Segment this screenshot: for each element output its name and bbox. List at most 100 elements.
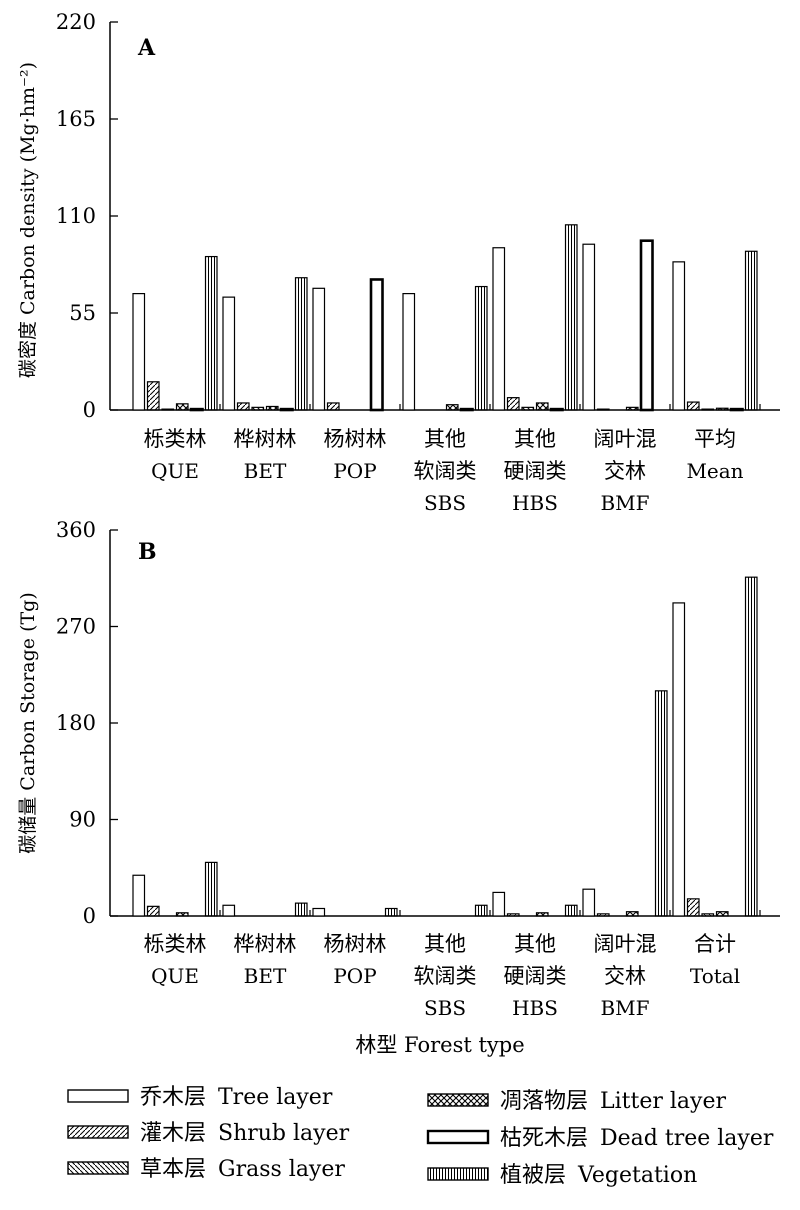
legend-label: 枯死木层	[500, 1126, 588, 1151]
category-label-en: HBS	[512, 491, 558, 515]
x-axis-label: 林型 Forest type	[355, 1033, 524, 1057]
bar-hatch-left	[161, 408, 175, 411]
bar-blank	[132, 293, 146, 411]
bar-hatch-right	[146, 381, 160, 411]
category-label-zh: 交林	[604, 964, 646, 988]
bar-vlines	[384, 907, 398, 917]
y-tick-label: 180	[56, 711, 96, 735]
legend-label-en: Dead tree layer	[600, 1126, 774, 1151]
bar-hatch-right	[596, 408, 610, 411]
legend: 乔木层 Tree layer 灌木层 Shrub layer 草本层 Grass laye…	[67, 1085, 774, 1188]
category-label-en: HBS	[512, 996, 558, 1020]
category-label-en: POP	[333, 964, 376, 988]
category-label-zh: 其他	[424, 427, 466, 451]
bar-hatch-left	[251, 406, 265, 411]
category-label-zh: 其他	[514, 427, 556, 451]
y-tick-label: 360	[56, 518, 96, 542]
bar-cross	[715, 407, 729, 411]
bar-hatch-left	[521, 406, 535, 411]
bar-blank	[492, 891, 506, 917]
category-label-zh: 桦树林	[234, 932, 297, 956]
category-label-zh: 阔叶混	[594, 427, 657, 451]
bar-blank	[582, 243, 596, 411]
category-label-en: BMF	[600, 996, 649, 1020]
bar-thick-border	[279, 407, 294, 412]
legend-item: 枯死木层 Dead tree layer	[426, 1126, 774, 1151]
bar-cross	[625, 911, 639, 917]
category-label-zh: 杨树林	[324, 932, 387, 956]
legend-item: 乔木层 Tree layer	[67, 1085, 333, 1110]
bar-thick-border	[459, 407, 474, 412]
bar-vlines	[294, 902, 308, 917]
y-tick-label: 0	[83, 398, 96, 422]
bar-cross	[535, 912, 549, 917]
category-label-en: QUE	[151, 964, 199, 988]
panel-a-carbon-density: 0 55 110 165 220 A 碳密度 Carbon density (Mg·hm⁻²…	[17, 10, 780, 515]
legend-label: 凋落物层	[500, 1089, 588, 1114]
panel-b-carbon-storage: 0 90 180 270 360 B 碳储量 Carbon Storage (Tg) 栎类林 Q…	[17, 518, 780, 1057]
category-label-zh: 其他	[424, 932, 466, 956]
bar-blank	[672, 261, 686, 411]
legend-item: 凋落物层 Litter layer	[427, 1089, 726, 1114]
y-tick-label: 220	[56, 10, 96, 34]
panel-label: A	[137, 35, 156, 61]
category-label-en: SBS	[424, 996, 466, 1020]
bar-hatch-right	[596, 913, 610, 917]
category-label-en: POP	[333, 459, 376, 483]
panel-label: B	[138, 539, 157, 565]
category-label-zh: 平均	[694, 427, 736, 451]
bar-vlines	[474, 285, 488, 411]
category-label-en: BET	[244, 459, 287, 483]
bar-cross	[175, 912, 189, 917]
legend-swatch-blank	[67, 1089, 129, 1103]
legend-swatch-thick-border	[426, 1129, 490, 1145]
bar-vlines	[654, 690, 668, 917]
bar-blank	[672, 602, 686, 917]
legend-label: 乔木层	[140, 1085, 206, 1110]
bar-blank	[312, 287, 326, 411]
legend-label: 植被层	[500, 1163, 566, 1188]
bar-cross	[535, 402, 549, 411]
bar-cross	[715, 911, 729, 917]
category-label-en: SBS	[424, 491, 466, 515]
y-axis-label: 碳密度 Carbon density (Mg·hm⁻²)	[17, 62, 39, 378]
y-tick-label: 270	[56, 615, 96, 639]
bar-vlines	[204, 861, 218, 917]
bar-thick-border	[729, 407, 744, 412]
y-tick-label: 165	[56, 107, 96, 131]
category-label-zh: 栎类林	[144, 932, 207, 956]
legend-label: 灌木层	[140, 1121, 206, 1146]
category-label-en: QUE	[151, 459, 199, 483]
legend-item: 植被层 Vegetation	[427, 1163, 697, 1188]
category-label-zh: 软阔类	[414, 459, 477, 483]
category-label-zh: 桦树林	[234, 427, 297, 451]
legend-swatch-cross	[427, 1093, 489, 1107]
bar-blank	[582, 888, 596, 917]
bar-hatch-right	[146, 905, 160, 917]
legend-label-en: Shrub layer	[218, 1121, 350, 1146]
bar-vlines	[474, 904, 488, 917]
bar-vlines	[564, 224, 578, 411]
legend-item: 灌木层 Shrub layer	[67, 1121, 350, 1146]
bar-cross	[175, 403, 189, 411]
bar-cross	[265, 405, 279, 411]
category-label-en: Total	[690, 964, 740, 988]
bar-vlines	[294, 277, 308, 411]
category-label-zh: 硬阔类	[504, 964, 567, 988]
category-label-zh: 其他	[514, 932, 556, 956]
bar-blank	[222, 904, 236, 917]
bar-blank	[402, 293, 416, 411]
legend-swatch-hatch-right	[67, 1125, 129, 1139]
bar-hatch-right	[506, 397, 520, 411]
y-tick-label: 90	[69, 808, 96, 832]
category-label-en: Mean	[686, 459, 743, 483]
category-label-zh: 交林	[604, 459, 646, 483]
category-label-zh: 栎类林	[144, 427, 207, 451]
bar-vlines	[744, 576, 758, 917]
bar-blank	[492, 247, 506, 411]
category-label-zh: 硬阔类	[504, 459, 567, 483]
legend-label: 草本层	[140, 1157, 206, 1182]
bar-vlines	[564, 904, 578, 917]
category-label-en: BET	[244, 964, 287, 988]
